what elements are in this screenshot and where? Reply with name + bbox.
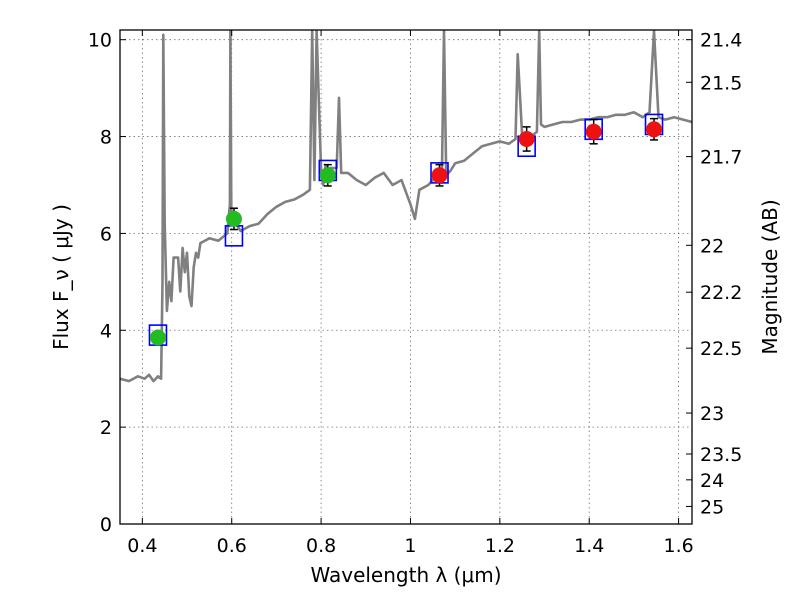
x-axis-label: Wavelength λ (μm) — [310, 563, 501, 587]
grid — [120, 30, 692, 524]
y2-tick-label: 25 — [700, 496, 724, 518]
nir-point — [431, 167, 448, 184]
y2-tick-label: 21.5 — [700, 72, 742, 94]
y2-tick-label: 22.2 — [700, 282, 742, 304]
y2-tick-label: 22 — [700, 235, 724, 257]
plot-data — [119, 29, 693, 383]
x-tick-label: 1 — [404, 535, 416, 557]
y2-axis-label: Magnitude (AB) — [758, 199, 782, 354]
nir-point — [646, 121, 663, 138]
x-tick-label: 1.2 — [485, 535, 515, 557]
optical-point — [319, 167, 336, 184]
y-tick-label: 8 — [100, 127, 112, 149]
y2-tick-label: 23 — [700, 403, 724, 425]
x-tick-label: 0.4 — [127, 535, 157, 557]
y-tick-label: 0 — [100, 514, 112, 536]
nir-point — [585, 123, 602, 140]
y-tick-label: 10 — [88, 30, 112, 52]
y2-tick-label: 21.7 — [700, 147, 742, 169]
y-tick-label: 4 — [100, 320, 112, 342]
x-tick-label: 0.8 — [306, 535, 336, 557]
spectrum-line — [119, 29, 693, 383]
y2-tick-label: 24 — [700, 470, 724, 492]
y-tick-label: 2 — [100, 417, 112, 439]
x-tick-label: 0.6 — [217, 535, 247, 557]
plot-frame — [119, 29, 693, 525]
y-tick-label: 6 — [100, 223, 112, 245]
optical-point — [225, 210, 242, 227]
y-axis-label: Flux F_ν ( μJy ) — [49, 204, 73, 350]
y2-tick-label: 23.5 — [700, 444, 742, 466]
y2-tick-label: 22.5 — [700, 338, 742, 360]
nir-point — [518, 130, 535, 147]
optical-point — [149, 329, 166, 346]
y2-tick-label: 21.4 — [700, 30, 742, 52]
x-tick-label: 1.4 — [574, 535, 604, 557]
x-tick-label: 1.6 — [663, 535, 693, 557]
